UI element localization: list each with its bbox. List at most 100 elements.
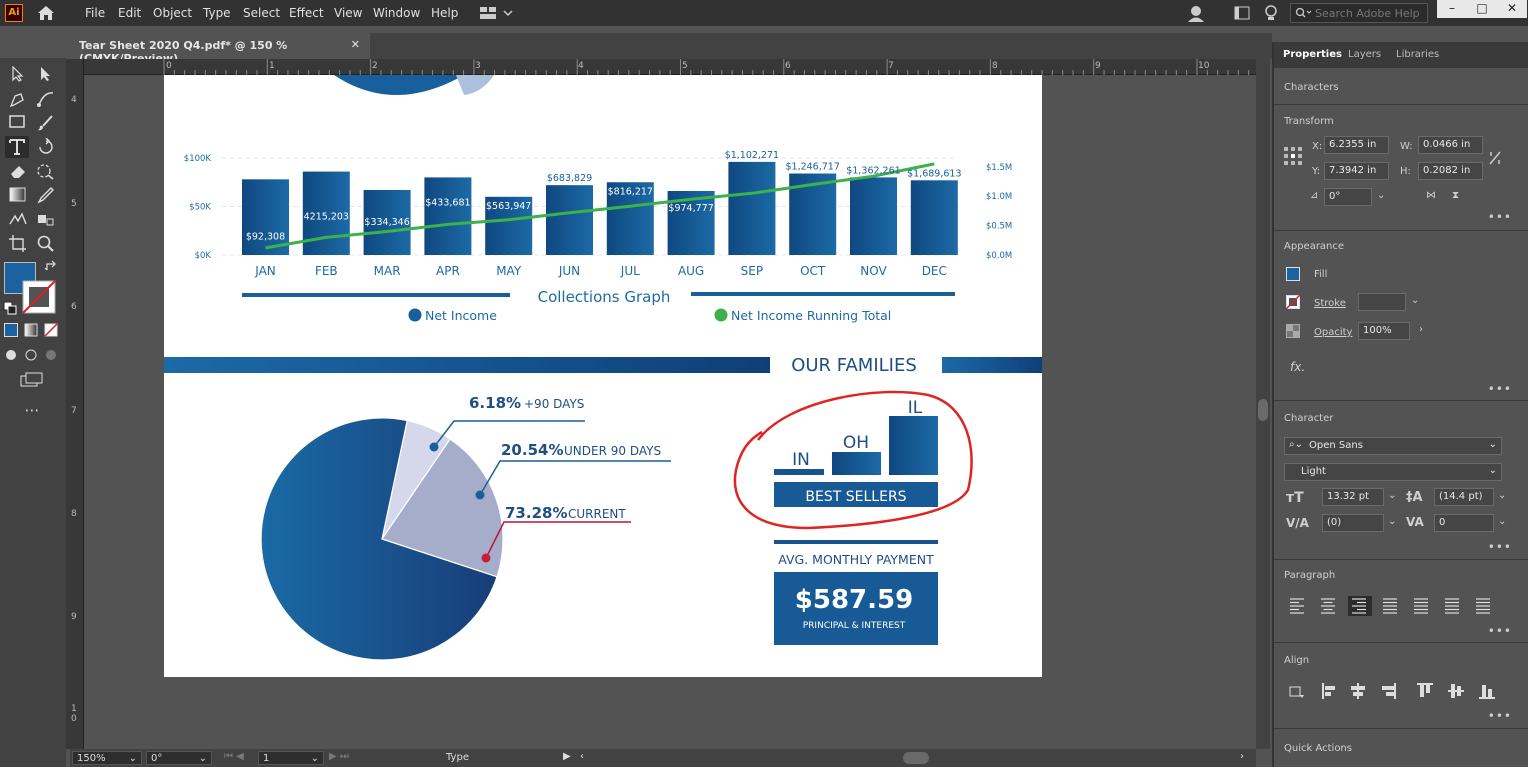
tab-properties[interactable]: Properties bbox=[1283, 49, 1342, 60]
stroke-weight-input[interactable] bbox=[1358, 293, 1406, 311]
transform-y-input[interactable]: 7.3942 in bbox=[1324, 162, 1389, 180]
tab-layers[interactable]: Layers bbox=[1348, 49, 1382, 60]
artboard[interactable]: $92,308 4215,203 $334,346 $433,681 $563,947 $… bbox=[164, 75, 1042, 677]
rectangle-tool-icon[interactable] bbox=[8, 114, 26, 130]
scroll-right-icon[interactable]: › bbox=[1240, 751, 1244, 762]
menu-select[interactable]: Select bbox=[243, 6, 281, 20]
color-mode-icon[interactable] bbox=[4, 323, 18, 337]
rotate-angle-input[interactable]: 0° bbox=[1324, 188, 1372, 206]
document-tab[interactable]: Tear Sheet 2020 Q4.pdf* @ 150 % (CMYK/Pr… bbox=[70, 33, 370, 65]
eraser-tool-icon[interactable] bbox=[8, 162, 28, 180]
chevron-down-icon[interactable]: ⌄ bbox=[1388, 490, 1397, 501]
more-options-icon[interactable]: ••• bbox=[1487, 709, 1512, 723]
swap-fill-stroke-icon[interactable] bbox=[44, 260, 60, 274]
curvature-tool-icon[interactable] bbox=[36, 90, 56, 108]
chevron-down-icon[interactable]: ⌄ bbox=[1377, 190, 1386, 201]
chevron-right-icon[interactable]: › bbox=[1419, 324, 1423, 335]
artboard-number-field[interactable]: 1 ⌄ bbox=[258, 751, 324, 765]
gradient-mode-icon[interactable] bbox=[24, 323, 38, 337]
transform-h-input[interactable]: 0.2082 in bbox=[1418, 162, 1483, 180]
menu-help[interactable]: Help bbox=[431, 6, 459, 20]
none-mode-icon[interactable] bbox=[44, 323, 58, 337]
stroke-label[interactable]: Stroke bbox=[1314, 298, 1346, 309]
tab-libraries[interactable]: Libraries bbox=[1396, 49, 1440, 60]
font-family-select[interactable]: Open Sans ⌕⌄ ⌄ bbox=[1284, 437, 1502, 455]
eyedropper-tool-icon[interactable] bbox=[36, 186, 56, 204]
close-window-button[interactable]: ✕ bbox=[1497, 0, 1527, 18]
flip-horizontal-icon[interactable]: ⋈ bbox=[1426, 190, 1436, 201]
menu-view[interactable]: View bbox=[334, 6, 363, 20]
transform-x-input[interactable]: 6.2355 in bbox=[1324, 136, 1389, 154]
status-menu-icon[interactable]: ▶ bbox=[563, 751, 571, 762]
close-tab-icon[interactable]: ✕ bbox=[350, 38, 360, 51]
chevron-down-icon[interactable]: ⌄ bbox=[1498, 516, 1507, 527]
menu-file[interactable]: File bbox=[85, 6, 106, 20]
chevron-down-icon[interactable]: ⌄ bbox=[1498, 490, 1507, 501]
more-options-icon[interactable]: ••• bbox=[1487, 540, 1512, 554]
drawing-modes-icon[interactable] bbox=[4, 348, 60, 362]
kerning-input[interactable]: (0) bbox=[1322, 514, 1384, 532]
chevron-down-icon[interactable]: ⌄ bbox=[1411, 295, 1420, 306]
blend-tool-icon[interactable] bbox=[8, 210, 28, 228]
minimize-button[interactable]: – bbox=[1437, 0, 1467, 18]
flip-vertical-icon[interactable]: ⧗ bbox=[1452, 190, 1460, 201]
align-buttons[interactable] bbox=[1286, 681, 1496, 701]
selection-tool-icon[interactable] bbox=[10, 66, 26, 82]
paragraph-alignment-buttons[interactable] bbox=[1286, 596, 1496, 616]
artboard-nav-first-icon[interactable]: ⏮ ◀ bbox=[224, 751, 244, 762]
rotate-view-field[interactable]: 0° ⌄ bbox=[146, 751, 212, 765]
vertical-scrollbar[interactable] bbox=[1256, 59, 1270, 749]
opacity-label[interactable]: Opacity bbox=[1314, 327, 1353, 338]
arrange-documents-icon[interactable] bbox=[1234, 6, 1250, 20]
menu-effect[interactable]: Effect bbox=[289, 6, 324, 20]
font-style-select[interactable]: Light ⌄ bbox=[1284, 463, 1502, 481]
artboard-nav-last-icon[interactable]: ▶ ⏭ bbox=[329, 751, 349, 762]
scroll-left-icon[interactable]: ‹ bbox=[580, 751, 584, 762]
more-options-icon[interactable]: ••• bbox=[1487, 624, 1512, 638]
artboard-tool-icon[interactable] bbox=[8, 234, 28, 252]
search-input[interactable]: Search Adobe Help bbox=[1290, 3, 1428, 23]
type-tool-icon[interactable] bbox=[8, 138, 26, 156]
more-options-icon[interactable]: ••• bbox=[1487, 210, 1512, 224]
zoom-field[interactable]: 150% ⌄ bbox=[72, 751, 142, 765]
chart-category-label: SEP bbox=[741, 264, 763, 278]
direct-selection-tool-icon[interactable] bbox=[38, 66, 54, 82]
horizontal-scroll-thumb[interactable] bbox=[903, 752, 929, 764]
menu-object[interactable]: Object bbox=[153, 6, 193, 20]
zoom-tool-icon[interactable] bbox=[36, 234, 56, 252]
rotate-tool-icon[interactable] bbox=[36, 138, 56, 156]
leading-input[interactable]: (14.4 pt) bbox=[1434, 488, 1494, 506]
user-icon[interactable] bbox=[1187, 4, 1207, 22]
stroke-color-swatch[interactable] bbox=[1286, 295, 1300, 309]
lightbulb-icon[interactable] bbox=[1264, 4, 1278, 22]
scroll-thumb[interactable] bbox=[1258, 399, 1268, 421]
constrain-proportions-icon[interactable] bbox=[1488, 150, 1502, 166]
callout-dot-current bbox=[481, 553, 491, 563]
fx-icon[interactable]: fx. bbox=[1290, 360, 1306, 374]
font-size-input[interactable]: 13.32 pt bbox=[1322, 488, 1384, 506]
menu-window[interactable]: Window bbox=[373, 6, 421, 20]
symbol-sprayer-tool-icon[interactable] bbox=[36, 210, 56, 228]
menu-edit[interactable]: Edit bbox=[118, 6, 142, 20]
reference-point-icon[interactable] bbox=[1283, 146, 1303, 166]
pen-tool-icon[interactable] bbox=[8, 90, 28, 108]
transform-w-input[interactable]: 0.0466 in bbox=[1418, 136, 1483, 154]
workspace-switcher-icon[interactable] bbox=[479, 5, 515, 21]
chevron-down-icon[interactable]: ⌄ bbox=[1388, 516, 1397, 527]
warp-tool-icon[interactable] bbox=[36, 162, 56, 180]
menu-type[interactable]: Type bbox=[203, 6, 231, 20]
fill-label[interactable]: Fill bbox=[1314, 269, 1328, 280]
left-axis-label: $50K bbox=[189, 203, 211, 213]
change-screen-mode-icon[interactable] bbox=[20, 372, 44, 388]
paintbrush-tool-icon[interactable] bbox=[36, 114, 56, 132]
stroke-swatch[interactable] bbox=[22, 280, 56, 314]
opacity-input[interactable]: 100% bbox=[1358, 322, 1410, 340]
maximize-button[interactable]: □ bbox=[1467, 0, 1497, 18]
more-options-icon[interactable]: ••• bbox=[1487, 382, 1512, 396]
default-fill-stroke-icon[interactable] bbox=[3, 301, 17, 315]
tracking-input[interactable]: 0 bbox=[1434, 514, 1494, 532]
home-icon[interactable] bbox=[36, 4, 56, 22]
more-tools-icon[interactable]: ⋯ bbox=[24, 401, 40, 419]
fill-color-swatch[interactable] bbox=[1286, 267, 1300, 281]
gradient-tool-icon[interactable] bbox=[8, 186, 28, 204]
